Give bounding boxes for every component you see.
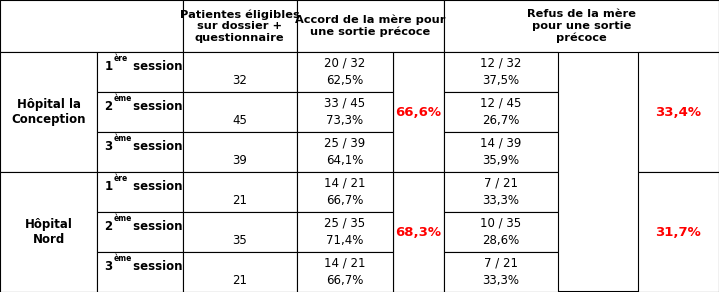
Bar <box>97 252 183 292</box>
Text: 21: 21 <box>232 194 247 207</box>
Bar <box>183 172 297 212</box>
Text: 33 / 45: 33 / 45 <box>324 97 365 110</box>
Text: 3: 3 <box>104 260 112 272</box>
Bar <box>97 92 183 132</box>
Text: session: session <box>129 260 182 272</box>
Bar <box>0 52 97 172</box>
Bar <box>0 0 183 52</box>
Text: 25 / 39: 25 / 39 <box>324 137 365 150</box>
Bar <box>297 132 393 172</box>
Bar <box>297 212 393 252</box>
Bar <box>97 212 183 252</box>
Text: 68,3%: 68,3% <box>395 225 441 239</box>
Text: 35: 35 <box>232 234 247 247</box>
Bar <box>97 52 183 92</box>
Text: Accord de la mère pour
une sortie précoce: Accord de la mère pour une sortie précoc… <box>295 15 446 37</box>
Text: session: session <box>129 220 182 232</box>
Bar <box>638 172 719 292</box>
Text: Hôpital
Nord: Hôpital Nord <box>24 218 73 246</box>
Bar <box>183 52 297 92</box>
Bar <box>183 92 297 132</box>
Text: 32: 32 <box>232 74 247 87</box>
Text: ème: ème <box>114 214 132 223</box>
Bar <box>444 212 558 252</box>
Bar <box>444 52 558 92</box>
Text: 10 / 35: 10 / 35 <box>480 217 521 230</box>
Bar <box>183 0 297 52</box>
Text: 14 / 39: 14 / 39 <box>480 137 521 150</box>
Text: 71,4%: 71,4% <box>326 234 363 247</box>
Text: 66,6%: 66,6% <box>395 105 441 119</box>
Text: 33,3%: 33,3% <box>482 274 519 287</box>
Text: 73,3%: 73,3% <box>326 114 363 127</box>
Text: 12 / 32: 12 / 32 <box>480 57 521 70</box>
Bar <box>97 172 183 212</box>
Text: 26,7%: 26,7% <box>482 114 519 127</box>
Text: 25 / 35: 25 / 35 <box>324 217 365 230</box>
Text: session: session <box>129 180 182 192</box>
Text: 14 / 21: 14 / 21 <box>324 177 365 190</box>
Text: 66,7%: 66,7% <box>326 194 363 207</box>
Text: ère: ère <box>114 54 128 63</box>
Bar <box>183 132 297 172</box>
Text: ème: ème <box>114 134 132 143</box>
Text: 39: 39 <box>232 154 247 167</box>
Text: 33,3%: 33,3% <box>482 194 519 207</box>
Bar <box>183 252 297 292</box>
Text: 66,7%: 66,7% <box>326 274 363 287</box>
Bar <box>444 92 558 132</box>
Text: 33,4%: 33,4% <box>656 105 701 119</box>
Text: 45: 45 <box>232 114 247 127</box>
Text: 28,6%: 28,6% <box>482 234 519 247</box>
Bar <box>638 52 719 172</box>
Text: 64,1%: 64,1% <box>326 154 363 167</box>
Bar <box>97 132 183 172</box>
Bar <box>297 52 393 92</box>
Text: ère: ère <box>114 174 128 183</box>
Text: 2: 2 <box>104 100 112 112</box>
Text: 37,5%: 37,5% <box>482 74 519 87</box>
Bar <box>297 172 393 212</box>
Text: 35,9%: 35,9% <box>482 154 519 167</box>
Bar <box>393 172 444 292</box>
Bar <box>444 172 558 212</box>
Text: 21: 21 <box>232 274 247 287</box>
Bar <box>183 212 297 252</box>
Text: 1: 1 <box>104 60 112 72</box>
Bar <box>297 0 444 52</box>
Bar <box>297 92 393 132</box>
Text: 31,7%: 31,7% <box>656 225 701 239</box>
Bar <box>444 0 719 52</box>
Text: session: session <box>129 140 182 152</box>
Text: Patientes éligibles
sur dossier +
questionnaire: Patientes éligibles sur dossier + questi… <box>180 9 300 43</box>
Text: 1: 1 <box>104 180 112 192</box>
Text: session: session <box>129 100 182 112</box>
Text: Hôpital la
Conception: Hôpital la Conception <box>12 98 86 126</box>
Bar <box>444 132 558 172</box>
Text: 62,5%: 62,5% <box>326 74 363 87</box>
Text: 12 / 45: 12 / 45 <box>480 97 521 110</box>
Text: Refus de la mère
pour une sortie
précoce: Refus de la mère pour une sortie précoce <box>527 9 636 43</box>
Text: ème: ème <box>114 254 132 263</box>
Text: 7 / 21: 7 / 21 <box>484 257 518 270</box>
Text: 20 / 32: 20 / 32 <box>324 57 365 70</box>
Text: 14 / 21: 14 / 21 <box>324 257 365 270</box>
Text: 2: 2 <box>104 220 112 232</box>
Text: session: session <box>129 60 182 72</box>
Bar <box>393 52 444 172</box>
Text: 3: 3 <box>104 140 112 152</box>
Bar <box>444 252 558 292</box>
Text: 7 / 21: 7 / 21 <box>484 177 518 190</box>
Bar <box>0 172 97 292</box>
Text: ème: ème <box>114 94 132 103</box>
Bar <box>297 252 393 292</box>
